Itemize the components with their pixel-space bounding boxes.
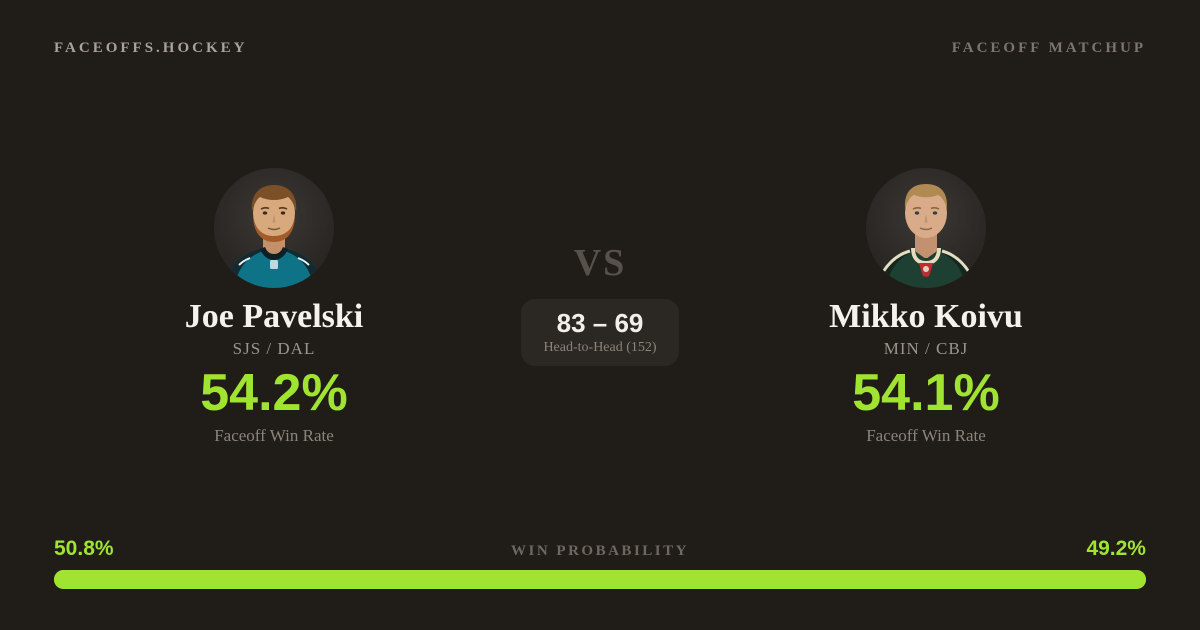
head-to-head-label: Head-to-Head (152): [543, 340, 657, 356]
player-name: Mikko Koivu: [829, 298, 1023, 335]
header: FACEOFFS.HOCKEY FACEOFF MATCHUP: [0, 0, 1200, 57]
win-bar-right-segment: [608, 570, 1146, 589]
player-portrait-icon: [224, 185, 324, 288]
vs-label: VS: [573, 242, 627, 284]
head-to-head-card: 83 – 69 Head-to-Head (152): [521, 299, 679, 367]
faceoff-win-rate-label: Faceoff Win Rate: [214, 426, 334, 446]
win-probability-labels: 50.8% WIN PROBABILITY 49.2%: [54, 537, 1146, 561]
faceoff-win-rate-value: 54.2%: [200, 364, 348, 423]
win-probability-title: WIN PROBABILITY: [511, 543, 689, 559]
page-title: FACEOFF MATCHUP: [951, 40, 1146, 56]
player-left: Joe Pavelski SJS / DAL 54.2% Faceoff Win…: [54, 168, 494, 446]
matchup-center: VS 83 – 69 Head-to-Head (152): [496, 168, 704, 446]
player-teams: MIN / CBJ: [883, 339, 969, 359]
player-right: Mikko Koivu MIN / CBJ 54.1% Faceoff Win …: [706, 168, 1146, 446]
win-bar-left-segment: [54, 570, 609, 589]
faceoff-win-rate-label: Faceoff Win Rate: [866, 426, 986, 446]
win-probability-left-value: 50.8%: [54, 537, 114, 560]
faceoff-win-rate-value: 54.1%: [852, 364, 1000, 423]
win-probability-right-value: 49.2%: [1086, 537, 1146, 560]
head-to-head-score: 83 – 69: [556, 308, 644, 338]
player-teams: SJS / DAL: [232, 339, 316, 359]
win-probability-section: 50.8% WIN PROBABILITY 49.2%: [54, 537, 1146, 589]
player-left-photo: [214, 168, 334, 288]
brand-logo-text: FACEOFFS.HOCKEY: [54, 40, 248, 56]
player-portrait-icon: [876, 184, 976, 288]
player-right-photo: [866, 168, 986, 288]
matchup-row: Joe Pavelski SJS / DAL 54.2% Faceoff Win…: [0, 168, 1200, 446]
win-probability-bar: [54, 570, 1146, 589]
player-name: Joe Pavelski: [184, 298, 364, 335]
